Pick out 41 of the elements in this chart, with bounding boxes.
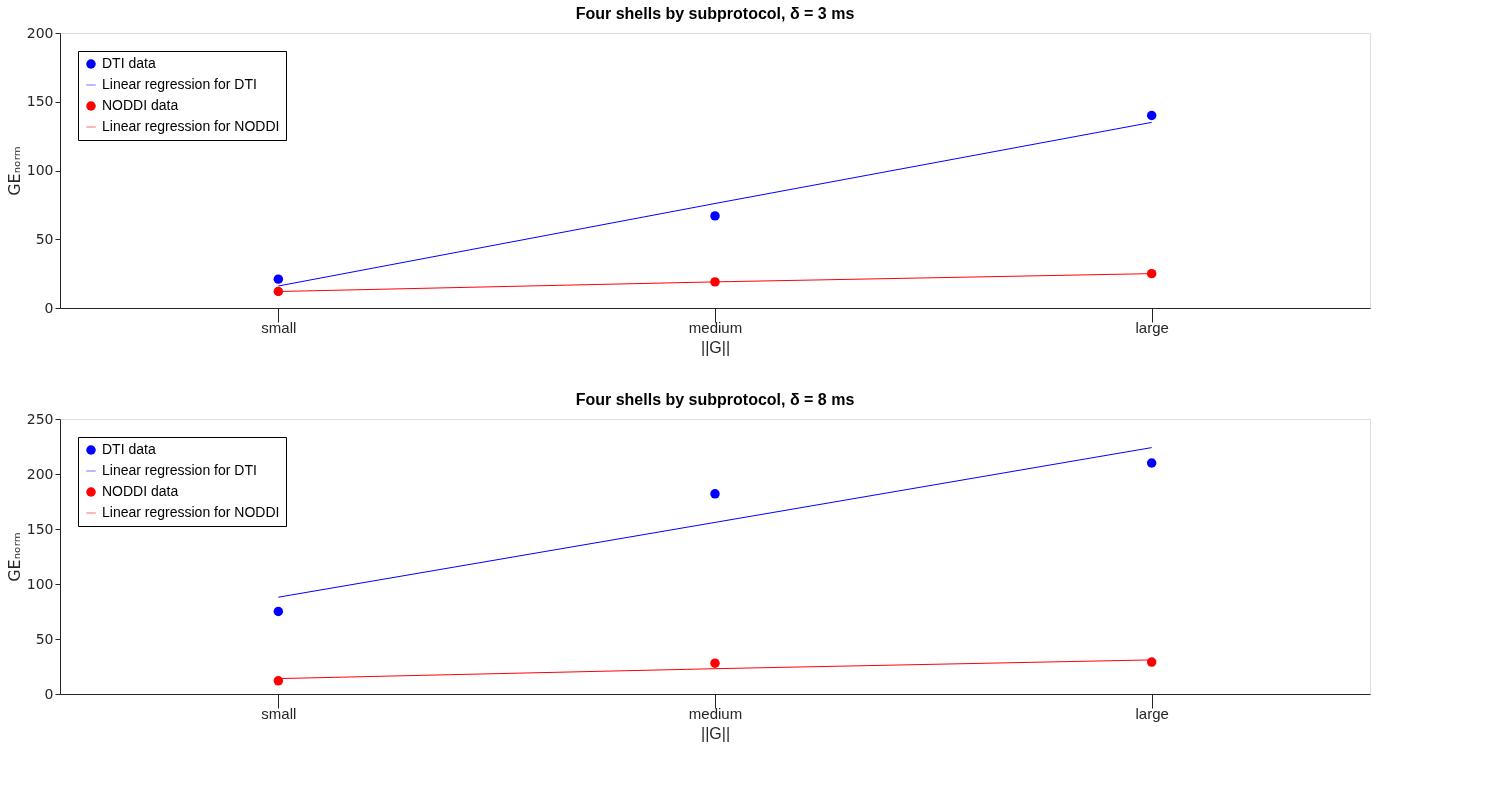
y-tick-label: 250 — [26, 410, 54, 427]
x-axis-title: ||G|| — [700, 338, 731, 356]
point — [1146, 268, 1157, 279]
chart-title: Four shells by subprotocol, δ = 8 ms — [575, 391, 855, 408]
point — [1146, 110, 1157, 121]
y-tick-label: 150 — [26, 520, 54, 537]
y-tick-label: 200 — [26, 465, 54, 482]
point — [1146, 458, 1157, 468]
y-tick-label: 50 — [35, 630, 54, 647]
y-tick-label: 150 — [26, 93, 54, 110]
point — [273, 286, 284, 297]
y-tick-label: 0 — [44, 685, 54, 702]
chart-title: Four shells by subprotocol, δ = 3 ms — [575, 5, 855, 22]
y-tick-label: 50 — [35, 230, 54, 247]
y-tick-label: 200 — [26, 24, 54, 41]
x-tick-label: medium — [688, 704, 743, 722]
legend-label: Linear regression for DTI — [102, 462, 257, 478]
y-axis-title: GEₙₒᵣₘ — [4, 146, 24, 196]
legend-label: DTI data — [102, 55, 156, 71]
x-tick-label: large — [1135, 704, 1169, 722]
y-axis-title: GEₙₒᵣₘ — [4, 532, 24, 582]
point — [273, 606, 284, 617]
legend-label: NODDI data — [102, 97, 179, 113]
point — [273, 274, 284, 284]
y-tick-label: 100 — [26, 575, 54, 592]
x-tick-label: medium — [688, 318, 743, 336]
point — [710, 489, 720, 499]
y-tick-label: 100 — [26, 162, 54, 178]
legend-label: NODDI data — [102, 483, 179, 499]
point — [273, 676, 284, 686]
x-axis-title: ||G|| — [700, 724, 731, 742]
point — [710, 658, 720, 668]
x-tick-label: small — [261, 318, 297, 336]
legend-label: DTI data — [102, 441, 156, 457]
x-tick-label: small — [261, 704, 297, 722]
y-tick-label: 0 — [44, 299, 54, 316]
legend-label: Linear regression for NODDI — [102, 118, 280, 134]
x-tick-label: large — [1135, 318, 1169, 336]
point — [710, 211, 720, 221]
legend-label: Linear regression for DTI — [102, 76, 257, 92]
legend-label: Linear regression for NODDI — [102, 504, 280, 520]
